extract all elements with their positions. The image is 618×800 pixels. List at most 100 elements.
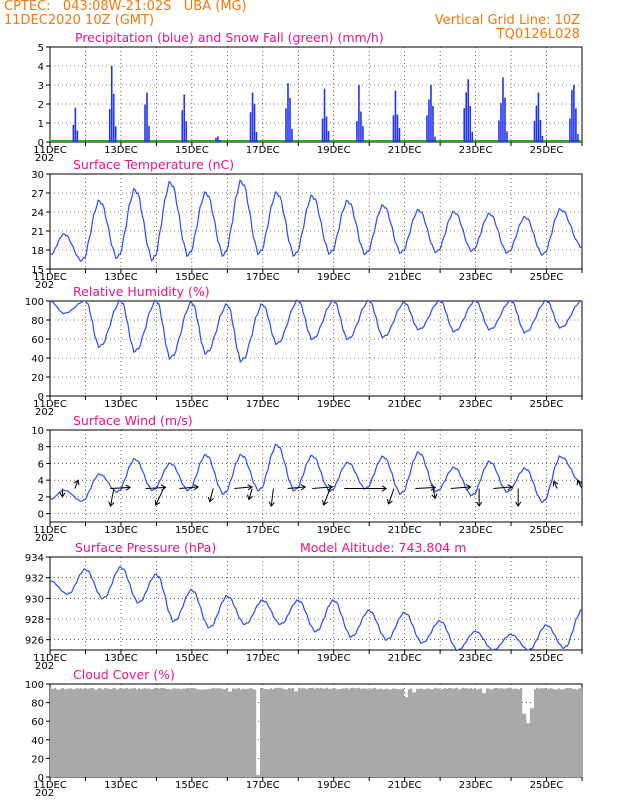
cloud-bar [452, 688, 455, 777]
cloud-bar [142, 688, 145, 777]
cloud-bar [432, 689, 435, 777]
cloud-bar [558, 688, 561, 777]
wind-xtick-label: 13DEC [104, 525, 138, 536]
precipitation-xtick-label: 25DEC [530, 145, 564, 156]
cloud-bar [68, 688, 71, 777]
cloud-cover-xtick-label: 17DEC [246, 780, 280, 791]
wind-arrow-head [576, 479, 583, 486]
precip-bar [434, 136, 436, 142]
cloud-bar [380, 688, 383, 777]
temperature-xtick-label: 15DEC [175, 272, 209, 283]
cloud-bar [72, 689, 75, 777]
cloud-bar [476, 689, 479, 777]
cloud-bar [524, 713, 527, 777]
wind-xtick-label: 15DEC [175, 525, 209, 536]
cloud-bar [484, 693, 487, 777]
precip-bar [506, 131, 508, 142]
precip-bar [533, 120, 536, 142]
pressure-ytick-label: 926 [25, 636, 44, 647]
wind-arrow-head [193, 484, 200, 491]
cloud-bar [418, 688, 421, 777]
humidity-ytick-label: 60 [31, 335, 44, 346]
cloud-bar [494, 687, 497, 777]
humidity-xtick-label: 13DEC [104, 399, 138, 410]
cloud-bar [76, 687, 79, 777]
wind-ytick-label: 4 [38, 476, 44, 487]
cloud-bar [556, 689, 559, 777]
precip-bar [215, 137, 217, 142]
temperature-xtick-label: 11DEC [33, 272, 67, 283]
precip-bar [504, 97, 506, 142]
cloud-bar [470, 688, 473, 777]
cloud-bar [472, 689, 475, 777]
cloud-bar [536, 687, 539, 777]
cloud-bar [192, 687, 195, 777]
cloud-bar [126, 688, 129, 777]
precipitation-xtick-label: 21DEC [388, 145, 422, 156]
cloud-bar [248, 688, 251, 777]
panel-cloud-cover: 0 20 40 60 80 100 11DEC 13DEC 15DEC 17DEC 19DEC 21D… [25, 667, 583, 799]
cloud-bar [98, 687, 101, 777]
cloud-bar [208, 688, 211, 777]
precipitation-title: Precipitation (blue) and Snow Fall (gree… [75, 30, 384, 45]
cloud-bar [50, 688, 53, 777]
temperature-xtick-label: 23DEC [459, 272, 493, 283]
cloud-bar [548, 688, 551, 777]
cloud-bar [382, 689, 385, 777]
wind-arrow-head [268, 501, 275, 508]
cloud-bar [104, 688, 107, 777]
precip-bar [535, 105, 538, 142]
pressure-xtick-label: 11DEC [33, 653, 67, 664]
cloud-bar [178, 688, 181, 777]
cloud-bar [232, 688, 235, 777]
humidity-frame [49, 300, 583, 397]
wind-year-label: 202 [35, 533, 54, 544]
cloud-cover-xtick-label: 21DEC [388, 780, 422, 791]
cloud-bar [148, 688, 151, 777]
humidity-title: Relative Humidity (%) [73, 284, 210, 299]
wind-arrow-shaft [432, 488, 436, 499]
precip-bar [398, 128, 401, 142]
cloud-bar [120, 688, 123, 777]
precipitation-plot [50, 66, 582, 142]
precip-bar [287, 83, 289, 142]
cloud-cover-xtick-label: 23DEC [459, 780, 493, 791]
cloud-bar [460, 688, 463, 777]
cloud-cover-plot [50, 687, 583, 777]
cloud-bar [288, 687, 291, 777]
cloud-bar [90, 688, 93, 777]
cloud-bar [438, 688, 441, 777]
pressure-ytick-label: 928 [25, 615, 44, 626]
cloud-bar [56, 689, 59, 777]
cloud-bar [332, 689, 335, 777]
header-datetime: 11DEC2020 10Z (GMT) [4, 13, 155, 28]
temperature-xtick-label: 19DEC [317, 272, 351, 283]
cloud-bar [528, 723, 531, 777]
cloud-bar [150, 689, 153, 777]
cloud-bar [384, 688, 387, 777]
precipitation-xtick-label: 17DEC [246, 145, 280, 156]
cloud-bar [508, 687, 511, 777]
wind-title: Surface Wind (m/s) [73, 413, 193, 428]
cloud-bar [318, 688, 321, 777]
cloud-bar [52, 688, 55, 777]
cloud-cover-year-label: 202 [35, 788, 54, 799]
cloud-bar [260, 688, 263, 777]
cloud-cover-ytick-label: 20 [31, 754, 44, 765]
wind-ytick-label: 10 [31, 426, 44, 437]
precip-bar [148, 125, 150, 142]
cloud-bar [246, 688, 249, 777]
cloud-cover-ytick-label: 100 [25, 680, 44, 691]
cloud-bar [336, 689, 339, 777]
wind-arrow-head [154, 500, 161, 506]
cloud-bar [278, 687, 281, 777]
cloud-bar [314, 688, 317, 777]
cloud-bar [282, 688, 285, 777]
cloud-bar [412, 692, 415, 777]
cloud-bar [108, 688, 111, 777]
cloud-bar [328, 689, 331, 777]
precip-bar [426, 115, 428, 142]
cloud-bar [134, 687, 137, 777]
cloud-bar [388, 689, 391, 777]
pressure-ytick-label: 932 [25, 574, 44, 585]
